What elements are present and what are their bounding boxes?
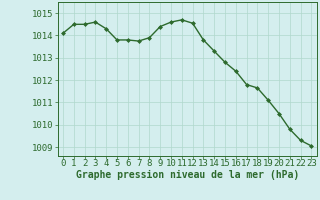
X-axis label: Graphe pression niveau de la mer (hPa): Graphe pression niveau de la mer (hPa): [76, 170, 299, 180]
